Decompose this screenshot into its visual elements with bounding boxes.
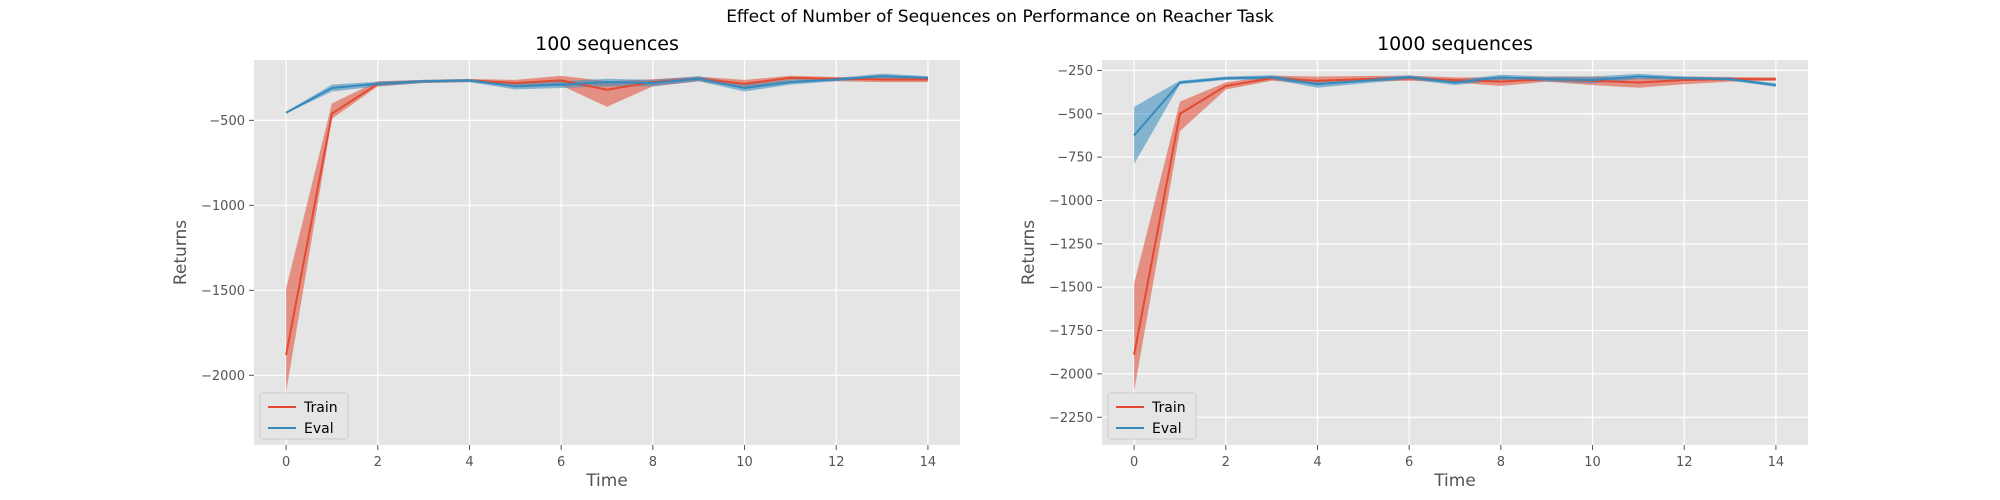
y-tick-label: −2000 — [1049, 367, 1093, 382]
x-tick-label: 10 — [736, 455, 753, 470]
y-tick-label: −2000 — [201, 369, 245, 384]
plot-area — [1102, 60, 1808, 445]
subplot-1000-sequences: 0 2 4 6 8 10 12 14 −2250 −2000 −1750 −1500 −1250 −100… — [1019, 33, 1808, 491]
figure-suptitle: Effect of Number of Sequences on Perform… — [726, 7, 1274, 27]
legend-label-eval: Eval — [1152, 421, 1182, 437]
y-axis-label: Returns — [171, 220, 191, 285]
y-axis-label: Returns — [1019, 220, 1039, 285]
y-tick-label: −250 — [1057, 64, 1093, 79]
y-tick-label: −500 — [1057, 107, 1093, 122]
legend: Train Eval — [1107, 392, 1197, 440]
x-tick-label: 10 — [1584, 455, 1601, 470]
plot-area — [254, 60, 960, 445]
y-tick-label: −1500 — [1049, 281, 1093, 296]
x-tick-label: 6 — [1405, 455, 1413, 470]
x-axis-label: Time — [585, 471, 628, 491]
x-tick-label: 12 — [1676, 455, 1693, 470]
y-tick-label: −2250 — [1049, 411, 1093, 426]
chart-title: 100 sequences — [535, 33, 679, 55]
line-train — [1133, 77, 1776, 356]
chart-title: 1000 sequences — [1377, 33, 1533, 55]
line-eval — [285, 75, 928, 114]
y-tick-label: −1750 — [1049, 324, 1093, 339]
x-tick-label: 6 — [557, 455, 565, 470]
x-axis-label: Time — [1433, 471, 1476, 491]
subplot-100-sequences: 0 2 4 6 8 10 12 14 −2000 −1500 −1000 −500 100 sequen… — [171, 33, 960, 491]
x-tick-label: 0 — [1130, 455, 1138, 470]
y-tick-label: −750 — [1057, 151, 1093, 166]
x-tick-label: 8 — [649, 455, 657, 470]
y-tick-label: −500 — [209, 114, 245, 129]
x-tick-label: 0 — [282, 455, 290, 470]
y-tick-label: −1000 — [201, 199, 245, 214]
y-tick-label: −1000 — [1049, 194, 1093, 209]
x-tick-label: 4 — [465, 455, 473, 470]
x-tick-label: 14 — [920, 455, 937, 470]
x-tick-label: 12 — [828, 455, 845, 470]
y-tick-label: −1500 — [201, 284, 245, 299]
x-tick-label: 8 — [1497, 455, 1505, 470]
legend-label-train: Train — [303, 400, 338, 416]
legend-label-train: Train — [1151, 400, 1186, 416]
band-eval — [286, 73, 928, 114]
x-tick-label: 4 — [1313, 455, 1321, 470]
legend-label-eval: Eval — [304, 421, 334, 437]
x-tick-label: 14 — [1768, 455, 1785, 470]
line-eval — [1133, 75, 1777, 137]
x-tick-label: 2 — [374, 455, 382, 470]
legend: Train Eval — [259, 392, 349, 440]
x-tick-label: 2 — [1222, 455, 1230, 470]
y-tick-label: −1250 — [1049, 237, 1093, 252]
band-train — [1134, 75, 1776, 392]
